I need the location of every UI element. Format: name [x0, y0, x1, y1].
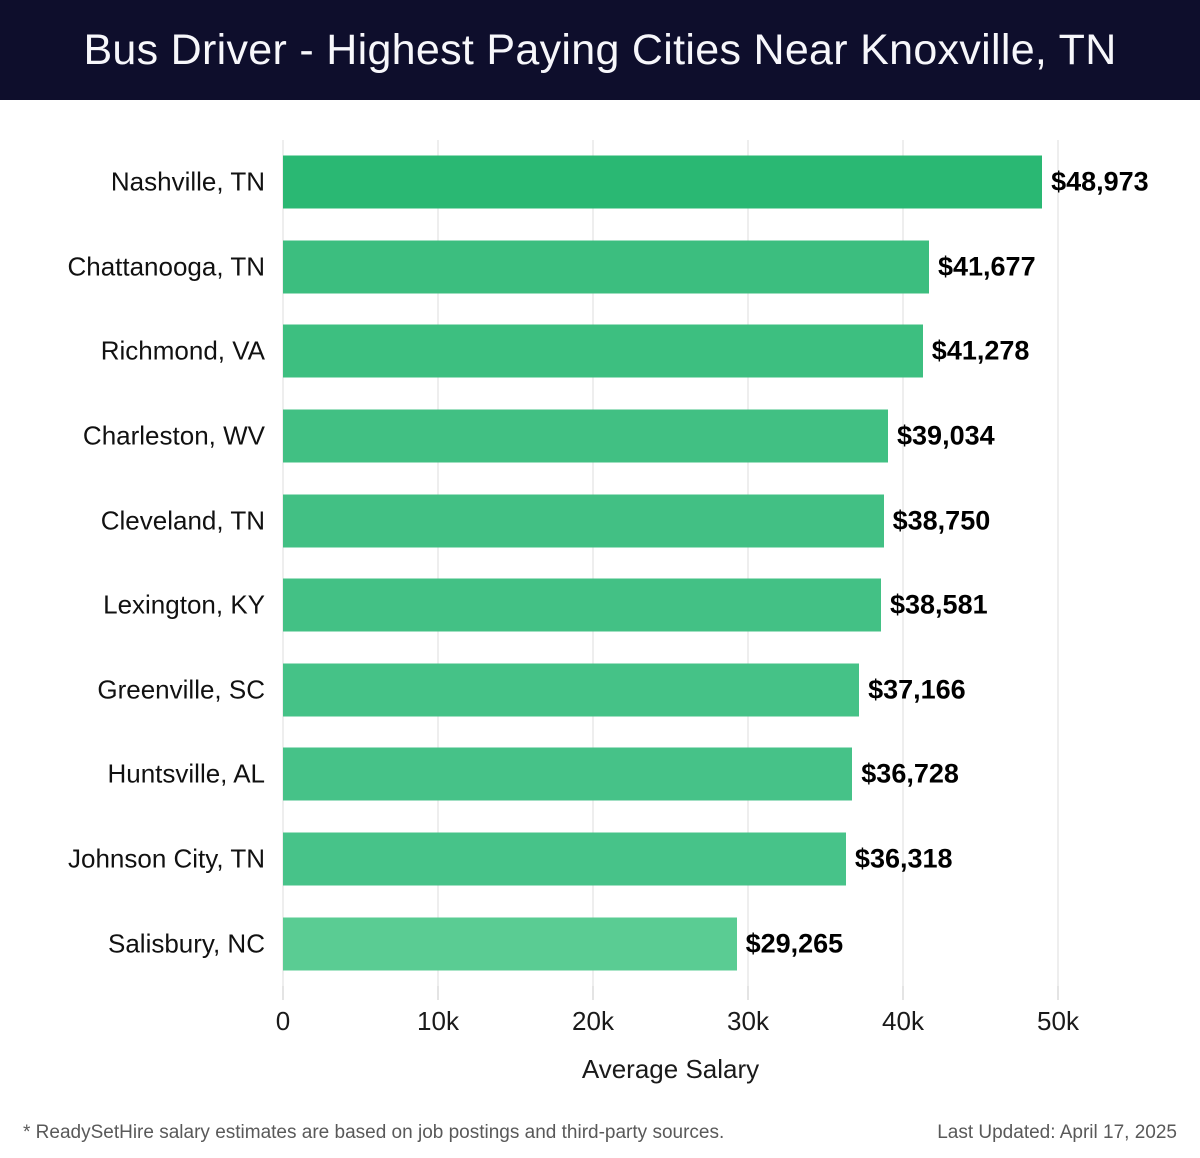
chart-row: Salisbury, NC $29,265	[108, 901, 1058, 986]
chart-row: Chattanooga, TN $41,677	[67, 225, 1058, 310]
value-label: $41,677	[937, 251, 1036, 282]
bar-nashville-tn	[283, 155, 1043, 209]
gridline	[747, 140, 749, 986]
axis-tick-label: 0	[275, 1006, 291, 1036]
x-axis-tick-labels: 0 10k 20k 30k 40k 50k	[276, 1006, 1079, 1038]
chart-row: Johnson City, TN $36,318	[68, 817, 1058, 902]
chart-row: Greenville, SC $37,166	[97, 648, 1058, 733]
page-title: Bus Driver - Highest Paying Cities Near …	[83, 25, 1117, 74]
axis-tick	[902, 986, 904, 1000]
chart-row: Cleveland, TN $38,750	[101, 478, 1058, 563]
bar-huntsville-al	[283, 747, 853, 801]
category-label: Cleveland, TN	[100, 505, 265, 536]
bar-charleston-wv	[283, 409, 889, 463]
category-label: Charleston, WV	[82, 420, 265, 451]
axis-tick	[747, 986, 749, 1000]
bar-johnson-city-tn	[283, 832, 846, 886]
category-label: Johnson City, TN	[67, 843, 265, 874]
chart-row: Charleston, WV $39,034	[83, 394, 1058, 479]
value-label: $41,278	[931, 335, 1030, 366]
header: Bus Driver - Highest Paying Cities Near …	[0, 0, 1200, 100]
axis-tick-label: 40k	[882, 1006, 924, 1036]
gridline	[437, 140, 439, 986]
axis-tick-label: 20k	[572, 1006, 614, 1036]
value-label: $48,973	[1051, 166, 1149, 197]
bar-lexington-ky	[283, 578, 881, 632]
category-label: Chattanooga, TN	[67, 251, 265, 282]
chart-row: Nashville, TN $48,973	[111, 140, 1149, 225]
value-label: $36,318	[854, 843, 953, 874]
value-label: $36,728	[861, 758, 959, 789]
bar-rows: Nashville, TN $48,973 Chattanooga, TN $41,6…	[67, 140, 1149, 986]
gridline	[902, 140, 904, 986]
chart-row: Huntsville, AL $36,728	[107, 732, 1058, 817]
category-label: Greenville, SC	[97, 674, 265, 705]
gridline	[592, 140, 594, 986]
category-label: Huntsville, AL	[107, 758, 265, 789]
value-label: $39,034	[897, 420, 995, 451]
category-label: Nashville, TN	[110, 166, 265, 197]
axis-tick-label: 50k	[1037, 1006, 1079, 1036]
footer-note: * ReadySetHire salary estimates are base…	[23, 1122, 725, 1143]
axis-tick	[1057, 986, 1059, 1000]
axis-tick	[437, 986, 439, 1000]
bar-richmond-va	[283, 324, 923, 378]
x-axis-title: Average Salary	[581, 1054, 760, 1084]
x-axis	[282, 986, 1059, 1002]
chart-row: Richmond, VA $41,278	[101, 309, 1058, 394]
value-label: $38,750	[892, 505, 991, 536]
value-label: $37,166	[868, 674, 966, 705]
bar-cleveland-tn	[283, 494, 884, 548]
gridlines	[282, 140, 1059, 986]
footer-last-updated: Last Updated: April 17, 2025	[937, 1122, 1177, 1143]
bar-salisbury-nc	[283, 917, 737, 971]
category-label: Salisbury, NC	[107, 928, 265, 959]
bar-chattanooga-tn	[283, 240, 929, 294]
footer: * ReadySetHire salary estimates are base…	[0, 1122, 1200, 1144]
bar-greenville-sc	[283, 663, 860, 717]
axis-tick-label: 30k	[727, 1006, 769, 1036]
chart-plot: Nashville, TN $48,973 Chattanooga, TN $41,6…	[67, 140, 1149, 1085]
value-label: $38,581	[890, 589, 988, 620]
axis-tick-label: 10k	[417, 1006, 459, 1036]
category-label: Richmond, VA	[100, 335, 265, 366]
plot-area: Nashville, TN $48,973 Chattanooga, TN $41,6…	[67, 140, 1149, 986]
axis-tick	[282, 986, 284, 1000]
axis-tick	[592, 986, 594, 1000]
category-label: Lexington, KY	[103, 589, 265, 620]
gridline	[282, 140, 284, 986]
value-label: $29,265	[745, 928, 844, 959]
gridline	[1057, 140, 1059, 986]
chart-row: Lexington, KY $38,581	[103, 563, 1058, 648]
